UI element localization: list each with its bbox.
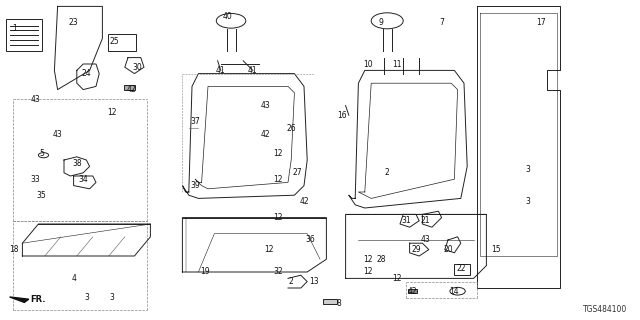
Text: 3: 3 <box>525 197 531 206</box>
Text: 42: 42 <box>126 85 136 94</box>
Text: 43: 43 <box>52 130 63 139</box>
Text: 10: 10 <box>363 60 373 68</box>
Text: 13: 13 <box>308 277 319 286</box>
Text: 3: 3 <box>84 293 89 302</box>
Text: 42: 42 <box>260 130 271 139</box>
Text: 36: 36 <box>305 236 316 244</box>
Polygon shape <box>10 297 29 302</box>
Text: 3: 3 <box>109 293 115 302</box>
Bar <box>108 34 136 51</box>
Text: 29: 29 <box>411 245 421 254</box>
Bar <box>124 85 135 90</box>
Text: 22: 22 <box>456 264 465 273</box>
Text: 7: 7 <box>439 18 444 27</box>
Text: 41: 41 <box>248 66 258 75</box>
Text: 28: 28 <box>376 255 385 264</box>
Text: 34: 34 <box>78 175 88 184</box>
Text: 12: 12 <box>392 274 401 283</box>
Text: 42: 42 <box>299 197 309 206</box>
Text: 40: 40 <box>222 12 232 20</box>
Text: 24: 24 <box>81 69 92 78</box>
Text: 5: 5 <box>39 149 44 158</box>
Text: 12: 12 <box>364 268 372 276</box>
Text: 8: 8 <box>337 300 342 308</box>
Bar <box>6 19 42 51</box>
Text: 42: 42 <box>408 287 418 296</box>
Text: 17: 17 <box>536 18 546 27</box>
Text: 18: 18 <box>10 245 19 254</box>
Text: 2: 2 <box>385 168 390 177</box>
Text: 14: 14 <box>449 287 460 296</box>
Text: 16: 16 <box>337 111 348 120</box>
Text: 32: 32 <box>273 268 284 276</box>
Text: 12: 12 <box>364 255 372 264</box>
Text: 20: 20 <box>443 245 453 254</box>
Text: 38: 38 <box>72 159 82 168</box>
Text: 43: 43 <box>420 236 431 244</box>
Text: 26: 26 <box>286 124 296 132</box>
Text: 2: 2 <box>289 277 294 286</box>
Text: 37: 37 <box>190 117 200 126</box>
Text: 35: 35 <box>36 191 47 200</box>
Text: 4: 4 <box>71 274 76 283</box>
Text: 12: 12 <box>108 108 116 116</box>
Text: 12: 12 <box>274 175 283 184</box>
Text: 30: 30 <box>132 63 143 72</box>
Text: 1: 1 <box>12 24 17 33</box>
Text: 11: 11 <box>392 60 401 68</box>
Text: 9: 9 <box>378 18 383 27</box>
Bar <box>323 299 337 304</box>
Text: 27: 27 <box>292 168 303 177</box>
Text: 25: 25 <box>109 37 119 46</box>
Text: 31: 31 <box>401 216 412 225</box>
Text: 43: 43 <box>260 101 271 110</box>
Text: 12: 12 <box>264 245 273 254</box>
Text: 15: 15 <box>491 245 501 254</box>
Text: 19: 19 <box>200 268 210 276</box>
Text: 3: 3 <box>525 165 531 174</box>
Text: 23: 23 <box>68 18 79 27</box>
Text: 43: 43 <box>30 95 40 104</box>
Text: 33: 33 <box>30 175 40 184</box>
Text: TGS484100: TGS484100 <box>583 305 627 314</box>
Text: 39: 39 <box>190 181 200 190</box>
Text: 41: 41 <box>216 66 226 75</box>
Bar <box>408 289 417 293</box>
Text: 21: 21 <box>421 216 430 225</box>
Text: 12: 12 <box>274 149 283 158</box>
Text: FR.: FR. <box>31 295 46 304</box>
Text: 12: 12 <box>274 213 283 222</box>
Bar <box>454 264 470 275</box>
